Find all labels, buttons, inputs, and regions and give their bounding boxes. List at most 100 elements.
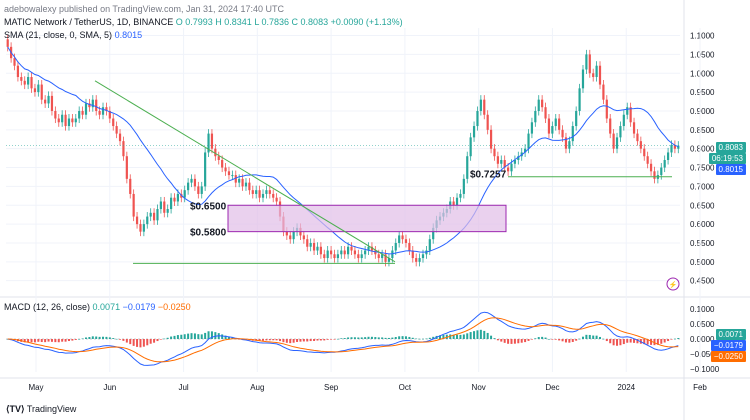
candle-body [585, 54, 588, 70]
macd-hist-bar [428, 337, 431, 339]
symbol-line: MATIC Network / TetherUS, 1D, BINANCE O … [4, 17, 403, 27]
macd-hist-bar [30, 339, 33, 343]
macd-hist-bar [88, 337, 91, 339]
macd-hist-bar [81, 338, 84, 340]
price-axis-label: 0.8500 [690, 126, 715, 135]
candle-body [629, 107, 632, 123]
candle-body [626, 107, 629, 115]
price-axis-label: 0.9000 [690, 107, 715, 116]
macd-hist-bar [139, 339, 142, 348]
macd-hist-bar [496, 339, 499, 341]
macd-signal-path [7, 317, 679, 363]
candle-body [272, 193, 275, 198]
macd-hist-bar [119, 339, 122, 340]
macd-hist-bar [599, 336, 602, 339]
macd-hist-bar [391, 337, 394, 339]
macd-hist-bar [156, 339, 159, 342]
candle-body [159, 201, 162, 210]
candle-body [217, 156, 220, 160]
candle-body [241, 178, 244, 187]
candle-body [88, 103, 91, 108]
sma-label[interactable]: SMA (21, close, 0, SMA, 5) [4, 30, 113, 40]
symbol-title[interactable]: MATIC Network / TetherUS, 1D, BINANCE [4, 17, 174, 27]
macd-value: −0.0179 [122, 302, 156, 312]
macd-hist-bar [275, 339, 278, 341]
lightning-icon [666, 277, 680, 291]
macd-label[interactable]: MACD (12, 26, close) [4, 302, 91, 312]
candle-body [6, 39, 9, 47]
macd-hist-bar [381, 337, 384, 339]
candle-body [500, 160, 503, 164]
macd-hist-bar [136, 339, 139, 347]
macd-hist-bar [200, 334, 203, 339]
macd-hist-bar [442, 334, 445, 339]
macd-axis-label: 0.0000 [690, 335, 715, 344]
macd-hist-bar [292, 339, 295, 343]
candle-body [377, 254, 380, 259]
level-label-0650: $0.6500 [190, 201, 227, 212]
time-axis-label: Sep [324, 383, 339, 392]
macd-hist-bar [469, 332, 472, 339]
candle-body [292, 231, 295, 240]
sma-line: SMA (21, close, 0, SMA, 5) 0.8015 [4, 30, 142, 40]
macd-hist-bar [677, 338, 680, 339]
candle-body [660, 167, 663, 176]
candle-body [47, 95, 50, 104]
macd-hist-bar [78, 338, 81, 340]
candle-body [231, 175, 234, 177]
candle-body [183, 190, 186, 198]
candle-body [506, 167, 510, 172]
macd-hist-bar [609, 339, 612, 344]
candle-body [547, 118, 551, 134]
publisher-line: adebowalexy published on TradingView.com… [4, 4, 285, 14]
macd-hist-value: 0.0071 [92, 302, 121, 312]
price-axis-label: 1.0000 [690, 69, 715, 78]
candle-body [67, 118, 71, 127]
candle-body [95, 99, 98, 111]
macd-histogram [6, 311, 680, 366]
sma-value: 0.8015 [114, 30, 143, 40]
macd-hist-bar [142, 339, 145, 347]
macd-hist-bar [214, 332, 217, 339]
macd-hist-bar [183, 334, 186, 339]
candle-body [343, 250, 346, 255]
macd-hist-bar [537, 337, 540, 339]
price-axis-label: 0.8000 [690, 145, 715, 154]
macd-signal-tag: −0.0250 [710, 351, 746, 362]
candle-body [132, 193, 135, 217]
macd-hist-bar [210, 331, 213, 339]
candle-body [227, 171, 231, 176]
macd-hist-bar [411, 337, 414, 339]
candle-body [561, 129, 564, 138]
candle-body [489, 129, 493, 149]
macd-line-path [7, 311, 679, 366]
macd-hist-bar [122, 339, 125, 341]
countdown-tag: 06:19:53 [708, 153, 746, 164]
candle-body [486, 114, 489, 130]
macd-hist-bar [265, 339, 268, 341]
candle-body [496, 156, 499, 164]
macd-hist-bar [323, 339, 326, 341]
candle-body [670, 144, 673, 153]
candle-body [13, 58, 16, 66]
candle-body [605, 99, 608, 119]
macd-hist-bar [503, 339, 506, 343]
candle-body [166, 209, 169, 213]
candle-body [370, 246, 374, 251]
candle-body [306, 239, 309, 247]
candle-body [258, 190, 261, 198]
macd-hist-bar [462, 334, 465, 339]
lightning-glyph: ⚡ [669, 280, 678, 289]
price-axis-label: 0.5500 [690, 239, 715, 248]
macd-hist-bar [285, 339, 288, 343]
candle-body [312, 242, 316, 251]
macd-hist-bar [115, 338, 118, 340]
candle-body [384, 254, 387, 262]
macd-hist-bar [163, 338, 166, 340]
macd-hist-bar [170, 336, 173, 339]
macd-hist-bar [564, 339, 567, 343]
macd-hist-bar [302, 339, 305, 342]
macd-hist-bar [476, 330, 479, 339]
macd-hist-bar [319, 339, 322, 341]
support-resistance-zone [227, 204, 507, 233]
